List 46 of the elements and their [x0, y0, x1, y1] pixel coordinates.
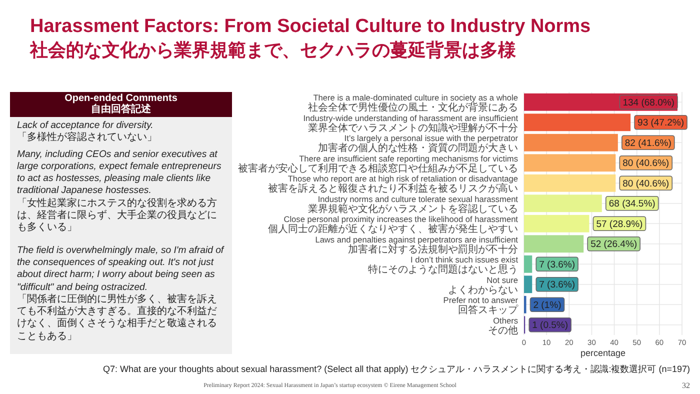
text: Many, including CEOs and senior executives at large corporations, expect female entrepreneurs to act as hostesses, pleasing male clients like traditional Japanese hostesses. [17, 148, 222, 198]
text: 「女性起業家にホステス的な役割を求める方は、経営者に限らず、大手企業の役員などにも多くいる」 [17, 198, 218, 235]
data-label: 7 (3.6%) [539, 280, 576, 291]
y-tick-label: It’s largely a personal issue with the perpetrator 加害者の個人的な性格・資質の問題が大きい [318, 133, 518, 154]
data-label: 80 (40.6%) [622, 158, 670, 170]
data-label: 134 (68.0%) [622, 97, 674, 108]
text: 「関係者に圧倒的に男性が多く、被害を訴えても不利益が大きすぎる。直接的な不利益だけなく、面倒くさそうな相手だと敬遠されることもある」 [17, 294, 218, 344]
data-label: 1 (0.5%) [532, 320, 568, 332]
data-label: 82 (41.6%) [624, 138, 672, 149]
y-tick-label: Prefer not to answer 回答スキップ [443, 295, 519, 316]
data-label: 52 (26.4%) [590, 239, 638, 250]
text: 32 [682, 381, 690, 390]
text: Q7: What are your thoughts about sexual harassment? (Select all that apply) セクシュアル・ハラスメントに関する考え・認識:複数選択可 (n=197) [103, 364, 690, 374]
text: 自由回答記述 [90, 104, 152, 115]
text: The field is overwhelmingly male, so I'm afraid of the consequences of speaking out. It's not just about direct harm; I worry about being seen as "difficult" and being ostracized. [17, 244, 225, 294]
x-axis-title: percentage [580, 348, 626, 358]
data-label: 2 (1%) [533, 300, 562, 311]
y-tick-label: There are insufficient safe reporting mechanisms for victims 被害者が安心して利用できる相談窓口や仕組みが不足している [238, 153, 518, 174]
data-label: 93 (47.2%) [638, 118, 684, 129]
data-label: 68 (34.5%) [608, 198, 656, 210]
data-label: 80 (40.6%) [622, 178, 670, 190]
text: Lack of acceptance for diversity. [17, 120, 154, 132]
y-tick-label: Laws and penalties against perpetrators are insufficient 加害者に対する法規制や罰則が不十分 [315, 234, 519, 256]
bar [524, 235, 584, 253]
y-tick-label: I don’t think such issues exist 特にそのような問題はないと思う [368, 254, 519, 276]
data-label: 57 (28.9%) [596, 218, 643, 230]
y-tick-label: Others その他 [488, 315, 518, 336]
bar [524, 194, 602, 212]
bar [524, 114, 631, 132]
y-tick-label: Not sure よくわからない [448, 274, 518, 296]
bar [524, 214, 590, 232]
y-tick-label: Industry norms and culture tolerate sexual harassment 業界規範や文化がハラスメントを容認している [308, 194, 519, 215]
bar [524, 154, 616, 172]
y-tick-label: There is a male-dominated culture in society as a whole 社会全体で男性優位の風土・文化が背景にある [308, 92, 518, 114]
bar [524, 134, 618, 152]
y-tick-label: Close personal proximity increases the likelihood of harassment 個人同士の距離が近くなりやすく、被害が発生しやすい [268, 214, 519, 236]
bar [524, 255, 532, 273]
text: Harassment Factors: From Societal Culture to Industry Norms [30, 16, 591, 37]
bar [524, 174, 616, 192]
bar [524, 276, 532, 294]
y-tick-label: Industry-wide understanding of harassment are insufficient 業界全体でハラスメントの知識や理解が不十分 [303, 112, 519, 134]
text: 社会的な文化から業界規範まで、セクハラの蔓延背景は多様 [29, 40, 517, 60]
y-tick-label: Those who report are at high risk of retaliation or disadvantage 被害を訴えると報復されたり不利益を被るリスクが高い [268, 174, 518, 195]
text: Open-ended Comments [64, 93, 178, 104]
data-label: 7 (3.6%) [539, 259, 576, 270]
text: 「多様性が容認されていない」 [17, 132, 158, 145]
